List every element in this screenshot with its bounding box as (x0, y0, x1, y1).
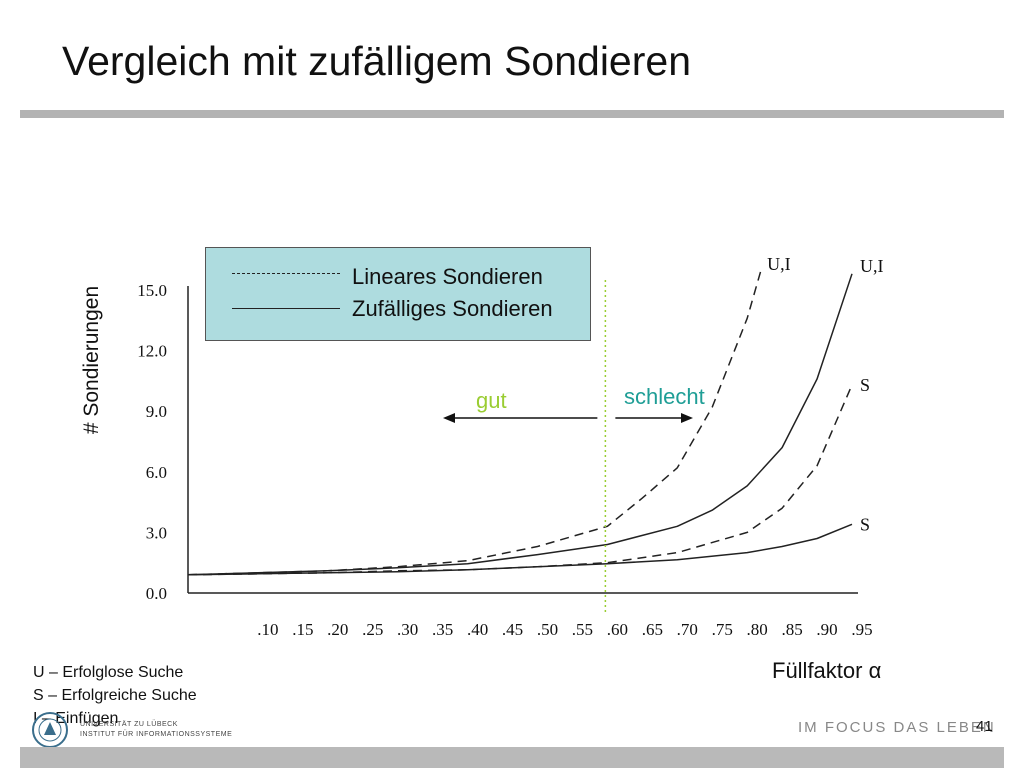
arrow-good-head (443, 413, 455, 423)
x-tick-label: .35 (432, 620, 453, 639)
slide-title: Vergleich mit zufälligem Sondieren (62, 38, 691, 84)
university-logo-text: UNIVERSITÄT ZU LÜBECK INSTITUT FÜR INFOR… (80, 720, 232, 740)
footnote-s: S – Erfolgreiche Suche (33, 687, 197, 704)
legend-solid-swatch (232, 308, 340, 309)
series-end-label: U,I (860, 256, 884, 276)
footnote-u: U – Erfolglose Suche (33, 664, 184, 681)
y-tick-label: 6.0 (146, 463, 167, 482)
x-tick-label: .75 (712, 620, 733, 639)
series-end-label: U,I (767, 254, 791, 274)
arrow-bad-head (681, 413, 693, 423)
x-tick-label: .10 (257, 620, 278, 639)
series-line-random-ui (187, 273, 853, 576)
annotation-bad: schlecht (624, 384, 705, 409)
x-tick-label: .25 (362, 620, 383, 639)
title-divider (20, 110, 1004, 118)
y-tick-label: 15.0 (137, 281, 167, 300)
footer-band (20, 747, 1004, 768)
series-line-random-s (187, 523, 853, 576)
x-tick-label: .65 (642, 620, 663, 639)
x-tick-label: .55 (572, 620, 593, 639)
annotation-good: gut (476, 388, 507, 413)
legend-label-random: Zufälliges Sondieren (352, 296, 553, 321)
x-tick-label: .85 (781, 620, 802, 639)
x-tick-label: .40 (467, 620, 488, 639)
y-tick-label: 12.0 (137, 342, 167, 361)
series-end-label: S (860, 514, 870, 534)
x-tick-label: .45 (502, 620, 523, 639)
x-tick-label: .50 (537, 620, 558, 639)
legend-dashed-swatch (232, 273, 340, 274)
y-tick-label: 0.0 (146, 584, 167, 603)
x-tick-label: .20 (327, 620, 348, 639)
x-tick-label: .70 (677, 620, 698, 639)
chart-legend: Lineares Sondieren Zufälliges Sondieren (205, 247, 591, 341)
x-tick-label: .90 (816, 620, 837, 639)
x-tick-label: .30 (397, 620, 418, 639)
x-tick-label: .60 (607, 620, 628, 639)
x-axis-label: Füllfaktor α (772, 658, 882, 683)
university-seal-icon (32, 712, 68, 748)
footnote-list: U – Erfolglose Suche S – Erfolgreiche Su… (33, 661, 197, 730)
legend-label-linear: Lineares Sondieren (352, 264, 543, 289)
logo-line-1: UNIVERSITÄT ZU LÜBECK (80, 721, 178, 728)
y-axis-label: # Sondierungen (80, 285, 103, 435)
x-tick-label: .95 (851, 620, 872, 639)
page-number: 41 (976, 718, 993, 735)
x-tick-label: .15 (292, 620, 313, 639)
y-tick-label: 9.0 (146, 402, 167, 421)
x-tick-label: .80 (747, 620, 768, 639)
logo-line-2: INSTITUT FÜR INFORMATIONSSYSTEME (80, 731, 233, 738)
y-tick-label: 3.0 (146, 523, 167, 542)
footer-slogan: IM FOCUS DAS LEBEN (798, 719, 996, 736)
series-end-label: S (860, 375, 870, 395)
